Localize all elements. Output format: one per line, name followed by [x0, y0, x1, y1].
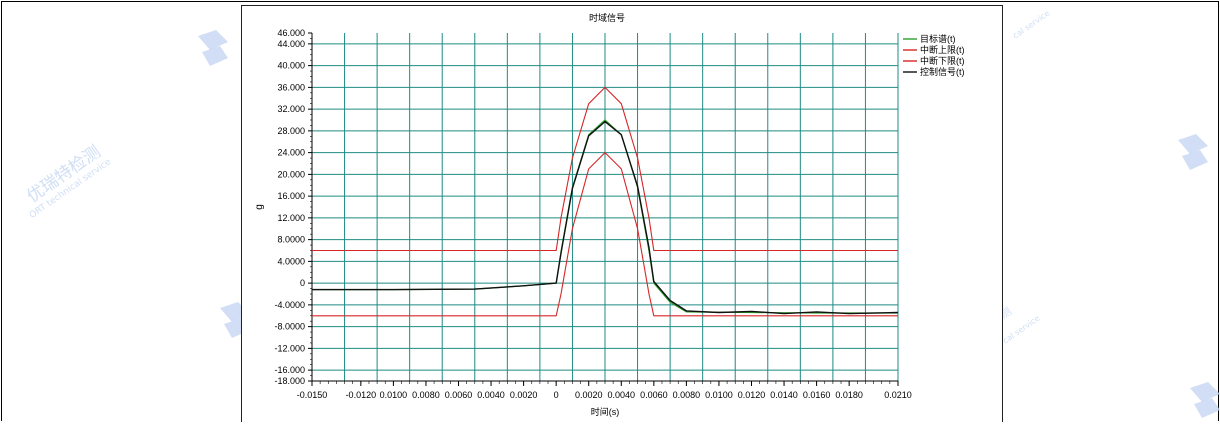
legend-label: 目标谱(t)	[920, 33, 956, 44]
y-tick-label: 28.000	[277, 126, 305, 136]
x-tick-label: 0	[554, 390, 559, 400]
x-tick-label: 0.0180	[835, 390, 863, 400]
x-tick-label: 0.0120	[738, 390, 766, 400]
legend-label: 中断上限(t)	[920, 44, 965, 55]
y-tick-label: -18.000	[274, 376, 305, 386]
y-tick-label: -12.000	[274, 343, 305, 353]
watermark-logo-icon	[1190, 382, 1220, 418]
x-tick-label: 0.0140	[770, 390, 798, 400]
watermark-logo-icon	[1178, 134, 1208, 170]
x-tick-label: 0.0160	[803, 390, 831, 400]
legend-label: 中断下限(t)	[920, 55, 965, 66]
y-tick-label: 8.0000	[277, 235, 305, 245]
x-tick-label: 0.0020	[575, 390, 603, 400]
x-tick-label: 0.0100	[705, 390, 733, 400]
watermark-logo-icon	[198, 30, 228, 66]
y-tick-label: 46.000	[277, 28, 305, 38]
x-tick-label: 0.0210	[884, 390, 912, 400]
y-tick-label: 36.000	[277, 82, 305, 92]
x-axis-label: 时间(s)	[591, 406, 620, 417]
y-tick-label: -4.0000	[274, 300, 305, 310]
y-tick-label: 44.000	[277, 39, 305, 49]
y-tick-label: 40.000	[277, 61, 305, 71]
y-tick-label: 24.000	[277, 148, 305, 158]
x-tick-label: 0.0080	[412, 390, 440, 400]
y-tick-label: -8.0000	[274, 322, 305, 332]
y-tick-label: 12.000	[277, 213, 305, 223]
grid	[311, 33, 899, 381]
y-tick-label: 32.000	[277, 104, 305, 114]
x-tick-label: 0.0040	[477, 390, 505, 400]
series-line	[312, 86, 898, 252]
y-tick-label: 4.0000	[277, 256, 305, 266]
legend: 目标谱(t)中断上限(t)中断下限(t)控制信号(t)	[903, 33, 965, 77]
x-tick-label: 0.0040	[608, 390, 636, 400]
series-line	[312, 152, 898, 317]
y-tick-label: 16.000	[277, 191, 305, 201]
series-lines	[312, 86, 899, 317]
y-tick-label: -16.000	[274, 365, 305, 375]
legend-label: 控制信号(t)	[920, 66, 965, 77]
y-tick-label: 0	[300, 278, 305, 288]
y-tick-label: 20.000	[277, 169, 305, 179]
x-tick-label: 0.0020	[510, 390, 538, 400]
y-axis-label: g	[254, 204, 265, 210]
x-tick-label: 0.0100	[380, 390, 408, 400]
x-tick-label: 0.0080	[673, 390, 701, 400]
series-line	[312, 120, 899, 315]
x-tick-label: 0.0060	[445, 390, 473, 400]
x-tick-label: -0.0120	[346, 390, 377, 400]
chart-title: 时域信号	[589, 12, 625, 23]
x-tick-label: -0.0150	[297, 390, 328, 400]
x-tick-label: 0.0060	[640, 390, 668, 400]
